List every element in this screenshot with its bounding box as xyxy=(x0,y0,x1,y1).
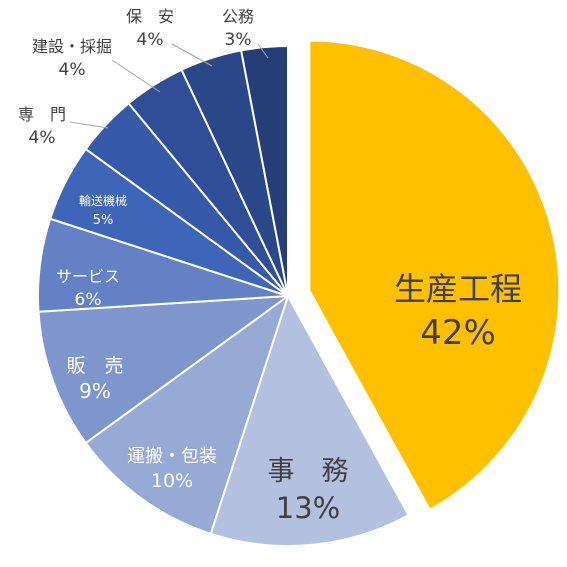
slice-category-label: 専 門 xyxy=(18,105,66,124)
pie-slice xyxy=(37,294,292,445)
slice-value-label: 4% xyxy=(59,60,86,80)
slice-value-label: 3% xyxy=(225,30,252,50)
slice-category-label: 販 売 xyxy=(66,355,123,377)
slice-category-label: 保 安 xyxy=(126,7,174,26)
slice-value-label: 13% xyxy=(276,491,340,525)
slice-value-label: 4% xyxy=(137,30,164,50)
slice-category-label: 運搬・包装 xyxy=(127,446,217,467)
pie-slice xyxy=(209,293,410,547)
leader-line xyxy=(69,121,109,129)
slice-category-label: 建設・採掘 xyxy=(32,37,112,56)
slice-category-label: サービス xyxy=(56,267,120,286)
slice-category-label: 輸送機械 xyxy=(79,193,127,208)
slice-labels: 生産工程 42% 事 務 13% 運搬・包装 10% 販 売9% サービス 6% 輸送機械 5% 専 … xyxy=(18,7,522,525)
slice-value-label: 4% xyxy=(29,128,56,148)
pie-slice xyxy=(308,39,561,511)
slice-value-label: 9% xyxy=(79,379,111,403)
pie-slice xyxy=(239,44,289,297)
leader-line xyxy=(171,43,213,67)
slice-category-label: 事 務 xyxy=(268,456,349,487)
slice-value-label: 6% xyxy=(75,290,102,310)
leader-line xyxy=(111,59,161,93)
slice-category-label: 生産工程 xyxy=(394,270,522,308)
slice-category-label: 公務 xyxy=(222,7,254,26)
slice-value-label: 5% xyxy=(93,213,114,228)
pie-slice xyxy=(84,293,290,536)
leader-line xyxy=(257,43,269,59)
slice-value-label: 42% xyxy=(420,313,496,353)
pie-slices xyxy=(37,39,561,547)
leader-lines xyxy=(69,43,269,129)
slice-value-label: 10% xyxy=(151,470,193,492)
